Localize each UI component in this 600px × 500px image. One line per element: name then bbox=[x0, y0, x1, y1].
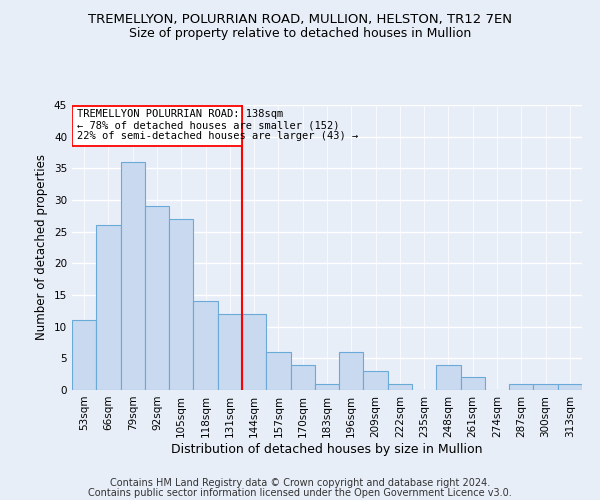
Bar bbox=[339, 352, 364, 390]
Bar bbox=[436, 364, 461, 390]
Bar bbox=[290, 364, 315, 390]
Bar bbox=[169, 219, 193, 390]
Bar bbox=[266, 352, 290, 390]
Bar bbox=[121, 162, 145, 390]
Bar bbox=[145, 206, 169, 390]
Bar bbox=[242, 314, 266, 390]
Text: ← 78% of detached houses are smaller (152): ← 78% of detached houses are smaller (15… bbox=[77, 120, 340, 130]
Text: TREMELLYON, POLURRIAN ROAD, MULLION, HELSTON, TR12 7EN: TREMELLYON, POLURRIAN ROAD, MULLION, HEL… bbox=[88, 12, 512, 26]
Bar bbox=[509, 384, 533, 390]
FancyBboxPatch shape bbox=[72, 106, 242, 146]
Text: Contains public sector information licensed under the Open Government Licence v3: Contains public sector information licen… bbox=[88, 488, 512, 498]
Bar bbox=[461, 378, 485, 390]
Bar bbox=[558, 384, 582, 390]
Text: Size of property relative to detached houses in Mullion: Size of property relative to detached ho… bbox=[129, 28, 471, 40]
Bar bbox=[72, 320, 96, 390]
X-axis label: Distribution of detached houses by size in Mullion: Distribution of detached houses by size … bbox=[171, 442, 483, 456]
Bar bbox=[388, 384, 412, 390]
Bar bbox=[96, 226, 121, 390]
Text: 22% of semi-detached houses are larger (43) →: 22% of semi-detached houses are larger (… bbox=[77, 131, 358, 141]
Bar bbox=[533, 384, 558, 390]
Y-axis label: Number of detached properties: Number of detached properties bbox=[35, 154, 49, 340]
Bar bbox=[364, 371, 388, 390]
Text: Contains HM Land Registry data © Crown copyright and database right 2024.: Contains HM Land Registry data © Crown c… bbox=[110, 478, 490, 488]
Text: TREMELLYON POLURRIAN ROAD: 138sqm: TREMELLYON POLURRIAN ROAD: 138sqm bbox=[77, 110, 283, 120]
Bar bbox=[315, 384, 339, 390]
Bar bbox=[218, 314, 242, 390]
Bar bbox=[193, 302, 218, 390]
